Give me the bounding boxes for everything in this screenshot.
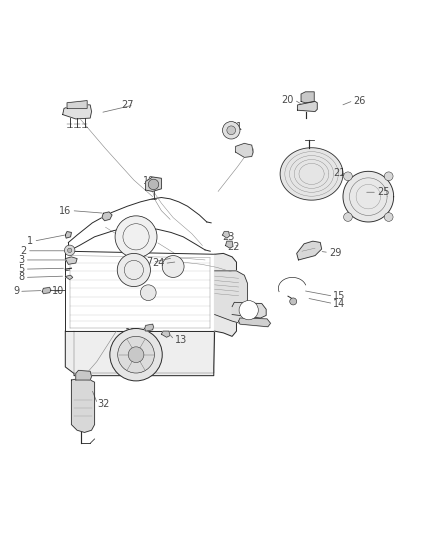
- Text: 2: 2: [21, 246, 27, 256]
- Polygon shape: [71, 379, 95, 432]
- Text: 19: 19: [143, 176, 155, 186]
- Text: 30: 30: [243, 147, 255, 157]
- Text: 15: 15: [333, 291, 346, 301]
- Polygon shape: [65, 257, 77, 264]
- Circle shape: [290, 298, 297, 305]
- Circle shape: [115, 216, 157, 258]
- Circle shape: [64, 245, 75, 256]
- Polygon shape: [65, 275, 73, 280]
- Polygon shape: [239, 318, 271, 327]
- Text: 11: 11: [125, 328, 137, 338]
- Polygon shape: [226, 241, 233, 248]
- Text: 1: 1: [27, 236, 33, 246]
- Polygon shape: [146, 177, 161, 191]
- Circle shape: [227, 126, 236, 135]
- Polygon shape: [232, 302, 266, 318]
- Circle shape: [223, 122, 240, 139]
- Text: 31: 31: [231, 122, 243, 132]
- Text: 22: 22: [227, 242, 240, 252]
- Polygon shape: [343, 171, 394, 222]
- Polygon shape: [301, 92, 314, 103]
- Text: 25: 25: [377, 187, 389, 197]
- Polygon shape: [223, 231, 230, 238]
- Polygon shape: [65, 331, 215, 376]
- Circle shape: [239, 301, 258, 320]
- Text: 3: 3: [18, 255, 25, 265]
- Circle shape: [128, 347, 144, 362]
- Circle shape: [148, 179, 159, 190]
- Text: 14: 14: [333, 298, 346, 309]
- Text: 8: 8: [18, 272, 25, 282]
- Polygon shape: [67, 101, 87, 108]
- Circle shape: [384, 213, 393, 221]
- Text: 32: 32: [98, 399, 110, 409]
- Polygon shape: [102, 212, 112, 221]
- Text: 27: 27: [121, 100, 134, 110]
- Text: 5: 5: [18, 264, 25, 274]
- Polygon shape: [76, 370, 92, 380]
- Text: 10: 10: [52, 286, 64, 296]
- Text: 20: 20: [282, 95, 294, 104]
- Polygon shape: [145, 324, 153, 331]
- Text: 7: 7: [146, 257, 152, 267]
- Circle shape: [118, 336, 154, 373]
- Text: 26: 26: [353, 95, 366, 106]
- Text: 13: 13: [174, 335, 187, 345]
- Circle shape: [384, 172, 393, 181]
- Polygon shape: [63, 104, 92, 119]
- Polygon shape: [297, 241, 321, 260]
- Text: 21: 21: [333, 168, 346, 177]
- Circle shape: [343, 172, 352, 181]
- Text: 9: 9: [13, 286, 19, 296]
- Polygon shape: [297, 101, 317, 111]
- Polygon shape: [65, 231, 71, 238]
- Text: 23: 23: [222, 232, 234, 242]
- Text: 16: 16: [59, 206, 71, 216]
- Circle shape: [162, 256, 184, 277]
- Polygon shape: [215, 271, 247, 324]
- Text: 24: 24: [152, 259, 164, 269]
- Circle shape: [110, 328, 162, 381]
- Circle shape: [117, 253, 150, 287]
- Polygon shape: [236, 143, 253, 157]
- Polygon shape: [280, 148, 343, 200]
- Polygon shape: [161, 331, 170, 337]
- Polygon shape: [42, 287, 51, 294]
- Circle shape: [343, 213, 352, 221]
- Circle shape: [67, 248, 72, 253]
- Polygon shape: [215, 253, 237, 336]
- Text: 29: 29: [329, 247, 341, 257]
- Circle shape: [141, 285, 156, 301]
